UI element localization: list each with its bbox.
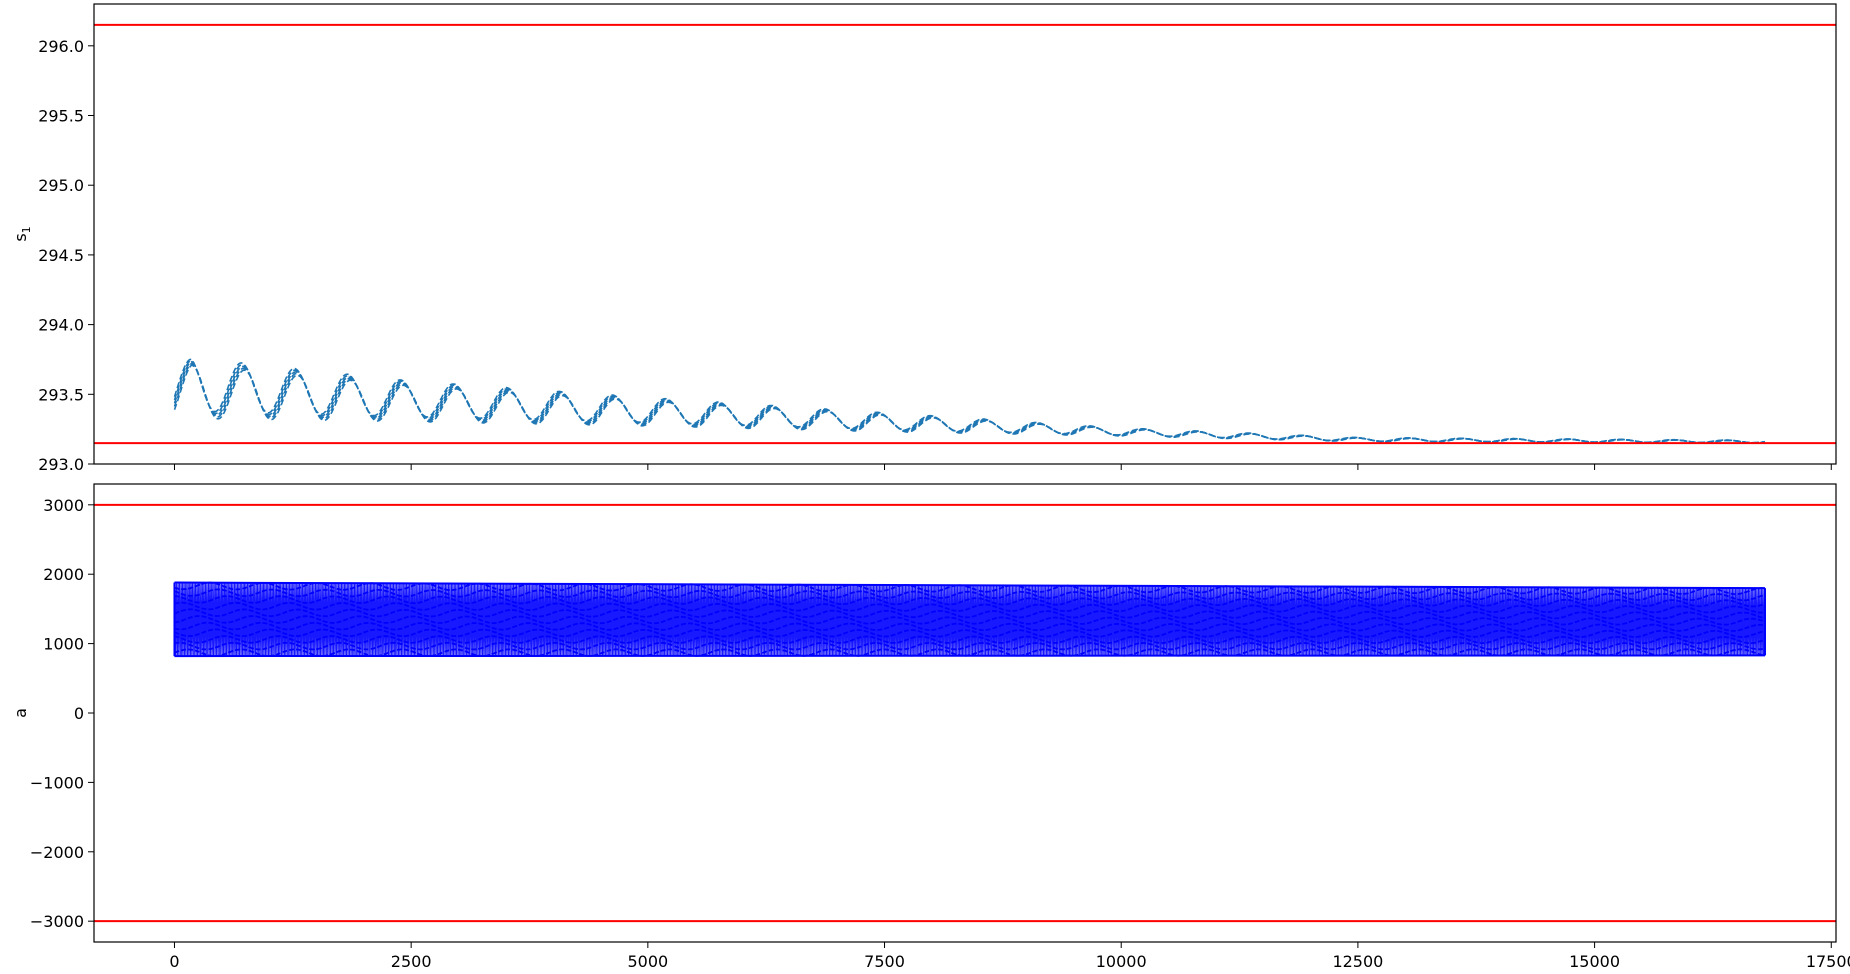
plot-area-s1: [94, 23, 1836, 445]
ytick-label-a-2: −1000: [30, 773, 84, 792]
ytick-label-s1-0: 293.0: [38, 455, 84, 474]
ytick-label-a-0: −3000: [30, 912, 84, 931]
series-lower-edge-a: [174, 654, 1765, 658]
ytick-label-s1-1: 293.5: [38, 385, 84, 404]
ytick-label-s1-3: 294.5: [38, 246, 84, 265]
xtick-label-a-7: 17500: [1806, 952, 1850, 971]
series-strand-a-9: [174, 588, 1766, 602]
series-upper-edge-a: [174, 581, 1765, 590]
xtick-label-a-6: 15000: [1569, 952, 1620, 971]
ytick-label-s1-6: 296.0: [38, 37, 84, 56]
xtick-label-a-1: 2500: [391, 952, 432, 971]
ytick-label-a-4: 1000: [43, 635, 84, 654]
ylabel-s1: s1: [11, 226, 33, 241]
ylabel-main-s1: s: [11, 233, 30, 241]
axes-frame-s1: [93, 3, 1837, 465]
xtick-label-a-4: 10000: [1096, 952, 1147, 971]
series-line-s1-3: [173, 359, 1766, 444]
ylabel-sub-s1: 1: [20, 226, 33, 233]
ytick-label-a-1: −2000: [30, 843, 84, 862]
ylabel-a: a: [11, 708, 30, 718]
xtick-label-a-2: 5000: [627, 952, 668, 971]
series-fill-a: [173, 582, 1766, 657]
series-s1-0: [173, 358, 1766, 444]
xtick-label-a-0: 0: [169, 952, 179, 971]
axes-frame-a: [93, 483, 1837, 943]
series-line-s1-2: [173, 360, 1766, 444]
ytick-label-s1-2: 294.0: [38, 316, 84, 335]
panel-s1: 293.0 293.5 294.0 294.5 295.0 295.5 296.0 s1: [11, 3, 1837, 474]
ytick-label-s1-5: 295.5: [38, 107, 84, 126]
ytick-label-a-5: 2000: [43, 565, 84, 584]
ytick-label-s1-4: 295.0: [38, 176, 84, 195]
series-a-0: [173, 581, 1766, 658]
ytick-label-a-6: 3000: [43, 496, 84, 515]
series-line-s1-1: [173, 362, 1766, 444]
ytick-label-a-3: 0: [74, 704, 84, 723]
series-line-s1-0: [173, 364, 1766, 444]
xtick-label-a-3: 7500: [864, 952, 905, 971]
series-line-s1-4: [173, 358, 1766, 444]
panel-a: 025005000750010000125001500017500−3000−2…: [11, 483, 1850, 971]
xtick-label-a-5: 12500: [1332, 952, 1383, 971]
plot-area-a: [94, 503, 1836, 923]
